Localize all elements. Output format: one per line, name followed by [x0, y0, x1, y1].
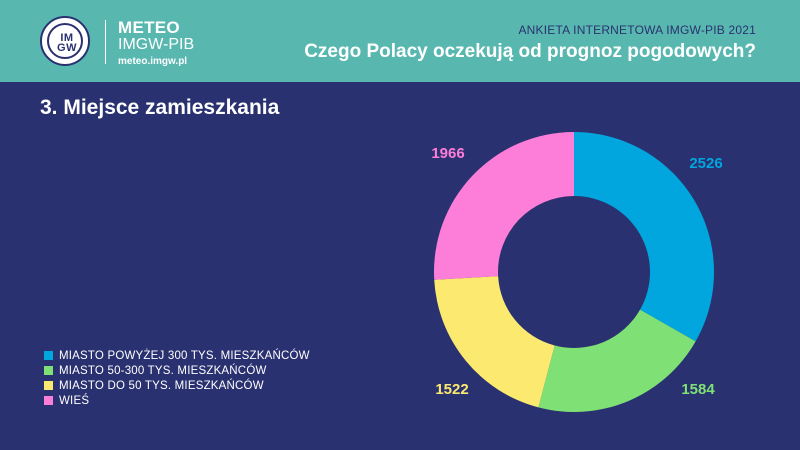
legend-swatch [44, 351, 53, 360]
survey-label: ANKIETA INTERNETOWA IMGW-PIB 2021 [518, 23, 756, 37]
legend-swatch [44, 381, 53, 390]
brand-subtitle: IMGW-PIB [118, 36, 195, 53]
donut-slice-miasto-do-50 [434, 276, 555, 408]
imgw-logo: IM GW [40, 16, 90, 66]
data-label-miasto-50-300: 1584 [681, 381, 715, 398]
legend-label: MIASTO DO 50 TYS. MIESZKAŃCÓW [59, 379, 264, 392]
section-title: 3. Miejsce zamieszkania [40, 96, 280, 119]
header-banner: IM GW METEO IMGW-PIB meteo.imgw.pl ANKIE… [0, 0, 800, 82]
legend-label: MIASTO 50-300 TYS. MIESZKAŃCÓW [59, 364, 267, 377]
legend-item-miasto-powyzej-300: MIASTO POWYŻEJ 300 TYS. MIESZKAŃCÓW [44, 348, 310, 363]
legend-swatch [44, 366, 53, 375]
legend-item-wies: WIEŚ [44, 393, 310, 408]
legend-item-miasto-do-50: MIASTO DO 50 TYS. MIESZKAŃCÓW [44, 378, 310, 393]
legend-item-miasto-50-300: MIASTO 50-300 TYS. MIESZKAŃCÓW [44, 363, 310, 378]
donut-slice-miasto-50-300 [538, 309, 696, 412]
page-headline: Czego Polacy oczekują od prognoz pogodow… [304, 41, 756, 62]
logo-text-bottom: GW [57, 42, 77, 54]
donut-slice-wies [434, 132, 574, 280]
donut-slice-miasto-powyzej-300 [574, 132, 714, 342]
logo-text-top: IM [60, 32, 74, 44]
data-label-miasto-powyzej-300: 2526 [689, 155, 722, 172]
data-label-wies: 1966 [431, 145, 464, 162]
brand-title: METEO [118, 18, 180, 37]
data-label-miasto-do-50: 1522 [435, 381, 468, 398]
chart-legend: MIASTO POWYŻEJ 300 TYS. MIESZKAŃCÓW MIAST… [44, 348, 310, 408]
legend-label: MIASTO POWYŻEJ 300 TYS. MIESZKAŃCÓW [59, 349, 310, 362]
legend-swatch [44, 396, 53, 405]
brand-url[interactable]: meteo.imgw.pl [118, 56, 188, 67]
logo-divider [105, 20, 106, 64]
legend-label: WIEŚ [59, 394, 90, 407]
